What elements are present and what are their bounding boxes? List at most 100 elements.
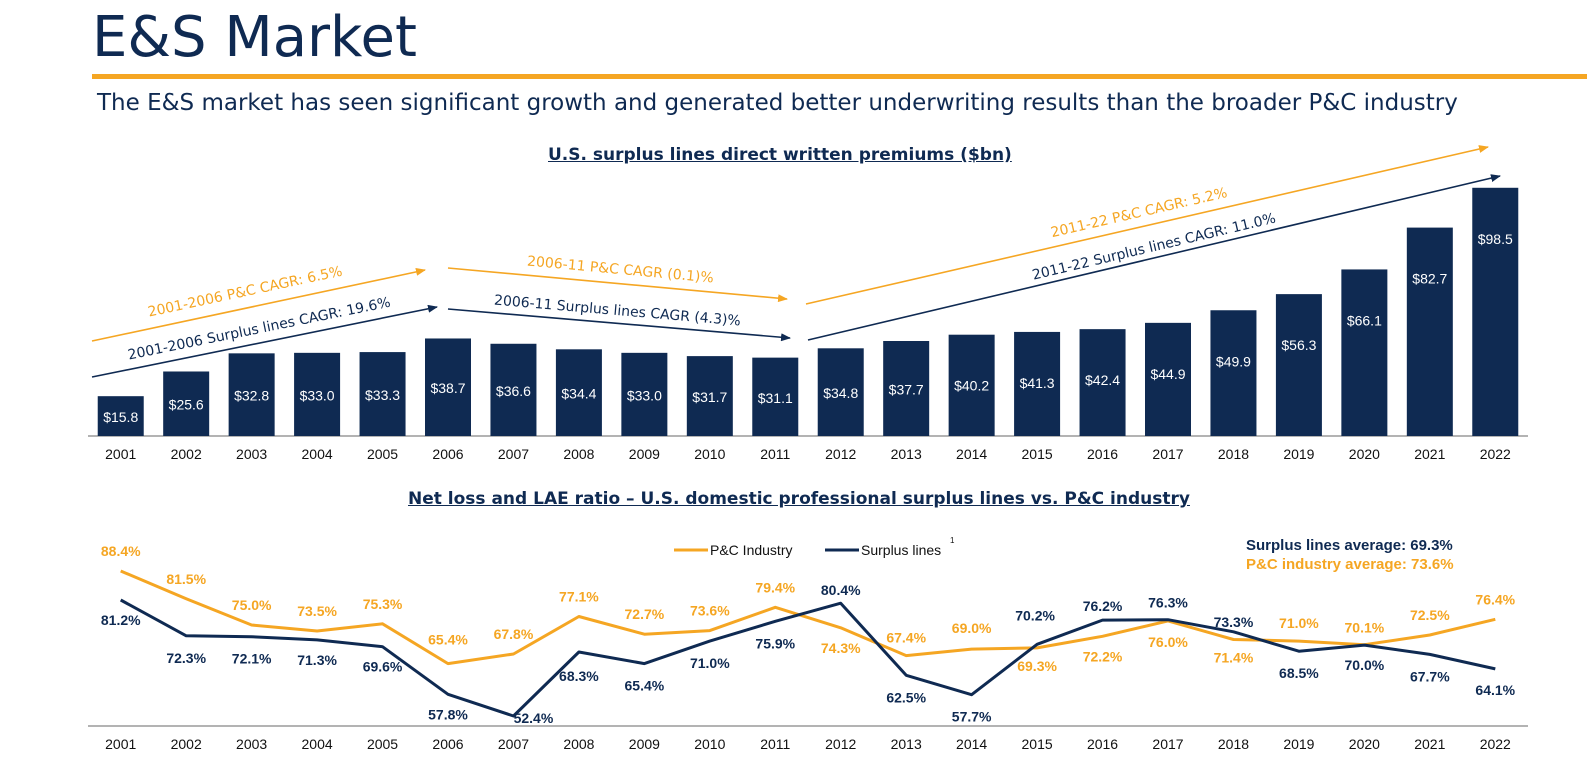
surplus-lines-data-label: 70.0% bbox=[1345, 657, 1385, 673]
surplus-lines-data-label: 80.4% bbox=[821, 582, 861, 598]
bar-2018 bbox=[1210, 310, 1257, 436]
bar-2012 bbox=[817, 348, 864, 436]
bar-x-tick-label: 2001 bbox=[105, 446, 136, 462]
bar-x-tick-label: 2012 bbox=[825, 446, 856, 462]
bar-2022 bbox=[1472, 187, 1519, 436]
surplus-lines-line bbox=[119, 598, 1496, 718]
line-x-tick-label: 2015 bbox=[1022, 736, 1053, 752]
bar-value-label: $37.7 bbox=[889, 381, 924, 397]
bar-x-tick-label: 2005 bbox=[367, 446, 398, 462]
bar-2001 bbox=[97, 396, 144, 436]
pc-industry-data-label: 67.8% bbox=[494, 626, 534, 642]
bar-2011 bbox=[752, 357, 799, 436]
line-x-tick-label: 2002 bbox=[171, 736, 202, 752]
bar-2005 bbox=[359, 352, 406, 436]
line-x-tick-label: 2006 bbox=[432, 736, 463, 752]
pc-industry-data-label: 88.4% bbox=[101, 543, 141, 559]
bar-value-label: $36.6 bbox=[496, 383, 531, 399]
cagr-arrow bbox=[91, 267, 426, 342]
bar-value-label: $98.5 bbox=[1478, 231, 1513, 247]
line-x-tick-label: 2017 bbox=[1152, 736, 1183, 752]
bar-x-tick-label: 2008 bbox=[563, 446, 594, 462]
legend-label: Surplus lines bbox=[861, 542, 941, 558]
surplus-lines-data-label: 70.2% bbox=[1015, 607, 1055, 623]
bar-x-tick-label: 2018 bbox=[1218, 446, 1249, 462]
bar-2003 bbox=[228, 353, 275, 436]
cagr-annotation-label: 2006-11 P&C CAGR (0.1)% bbox=[526, 254, 714, 287]
surplus-lines-data-label: 52.4% bbox=[514, 710, 554, 726]
surplus-lines-data-label: 62.5% bbox=[886, 689, 926, 705]
bar-chart: $15.8 2001 $25.6 2002 $32.8 2003 $33.0 2004 $33.… bbox=[88, 187, 1528, 462]
pc-industry-data-label: 72.7% bbox=[625, 606, 665, 622]
bar-x-tick-label: 2014 bbox=[956, 446, 987, 462]
bar-x-tick-label: 2015 bbox=[1022, 446, 1053, 462]
pc-industry-data-label: 74.3% bbox=[821, 640, 861, 656]
surplus-lines-data-label: 68.3% bbox=[559, 668, 599, 684]
bar-2017 bbox=[1145, 322, 1191, 436]
bar-x-tick-label: 2013 bbox=[891, 446, 922, 462]
bar-x-tick-label: 2019 bbox=[1283, 446, 1314, 462]
line-x-tick-label: 2013 bbox=[891, 736, 922, 752]
line-x-tick-label: 2010 bbox=[694, 736, 725, 752]
bar-value-label: $32.8 bbox=[234, 388, 269, 404]
cagr-arrow bbox=[805, 145, 1489, 305]
surplus-lines-data-label: 71.3% bbox=[297, 652, 337, 668]
surplus-lines-data-label: 72.3% bbox=[166, 650, 206, 666]
surplus-lines-data-label: 57.8% bbox=[428, 706, 468, 722]
line-x-tick-label: 2007 bbox=[498, 736, 529, 752]
bar-2009 bbox=[621, 352, 668, 436]
bar-value-label: $31.7 bbox=[692, 389, 727, 405]
bar-x-tick-label: 2011 bbox=[760, 446, 790, 462]
bar-value-label: $49.9 bbox=[1216, 353, 1251, 369]
bar-chart-title: U.S. surplus lines direct written premiu… bbox=[548, 145, 1012, 165]
average-label: Surplus lines average: 69.3% bbox=[1246, 537, 1453, 554]
pc-industry-data-label: 75.0% bbox=[232, 597, 272, 613]
pc-industry-data-label: 75.3% bbox=[363, 596, 403, 612]
bar-x-tick-label: 2006 bbox=[432, 446, 463, 462]
surplus-lines-data-label: 68.5% bbox=[1279, 665, 1319, 681]
pc-industry-data-label: 79.4% bbox=[755, 579, 795, 595]
pc-industry-data-label: 70.1% bbox=[1345, 620, 1385, 636]
bar-2014 bbox=[948, 334, 995, 436]
pc-industry-data-label: 69.3% bbox=[1017, 658, 1057, 674]
pc-industry-data-label: 81.5% bbox=[166, 571, 206, 587]
surplus-lines-data-label: 76.2% bbox=[1083, 598, 1123, 614]
pc-industry-data-label: 77.1% bbox=[559, 589, 599, 605]
average-label: P&C industry average: 73.6% bbox=[1246, 556, 1454, 573]
surplus-lines-data-label: 73.3% bbox=[1214, 614, 1254, 630]
bar-2006 bbox=[425, 338, 471, 436]
pc-industry-data-label: 71.0% bbox=[1279, 615, 1319, 631]
pc-industry-data-label: 76.4% bbox=[1475, 591, 1515, 607]
bar-x-tick-label: 2017 bbox=[1152, 446, 1183, 462]
pc-industry-data-label: 76.0% bbox=[1148, 634, 1188, 650]
pc-industry-data-label: 69.0% bbox=[952, 620, 992, 636]
bar-x-tick-label: 2022 bbox=[1480, 446, 1511, 462]
line-x-tick-label: 2021 bbox=[1414, 736, 1445, 752]
bar-2007 bbox=[490, 343, 537, 436]
surplus-lines-data-label: 71.0% bbox=[690, 655, 730, 671]
line-x-tick-label: 2016 bbox=[1087, 736, 1118, 752]
pc-industry-data-label: 73.5% bbox=[297, 603, 337, 619]
bar-2015 bbox=[1014, 331, 1061, 436]
pc-industry-data-label: 73.6% bbox=[690, 603, 730, 619]
bar-x-tick-label: 2002 bbox=[171, 446, 202, 462]
title-divider bbox=[92, 74, 1587, 79]
line-x-tick-label: 2018 bbox=[1218, 736, 1249, 752]
bar-x-tick-label: 2003 bbox=[236, 446, 267, 462]
bar-2019 bbox=[1275, 294, 1322, 436]
bar-value-label: $41.3 bbox=[1020, 375, 1055, 391]
bar-x-tick-label: 2009 bbox=[629, 446, 660, 462]
line-x-tick-label: 2004 bbox=[302, 736, 333, 752]
bar-2002 bbox=[163, 371, 210, 436]
surplus-lines-data-label: 64.1% bbox=[1475, 682, 1515, 698]
bar-2008 bbox=[555, 349, 602, 436]
bar-x-tick-label: 2004 bbox=[302, 446, 333, 462]
bar-2021 bbox=[1406, 227, 1453, 436]
line-x-tick-label: 2001 bbox=[105, 736, 136, 752]
bar-value-label: $31.1 bbox=[758, 390, 793, 406]
line-x-tick-label: 2005 bbox=[367, 736, 398, 752]
surplus-lines-data-label: 72.1% bbox=[232, 651, 272, 667]
bar-value-label: $33.0 bbox=[300, 387, 335, 403]
surplus-lines-data-label: 76.3% bbox=[1148, 595, 1188, 611]
